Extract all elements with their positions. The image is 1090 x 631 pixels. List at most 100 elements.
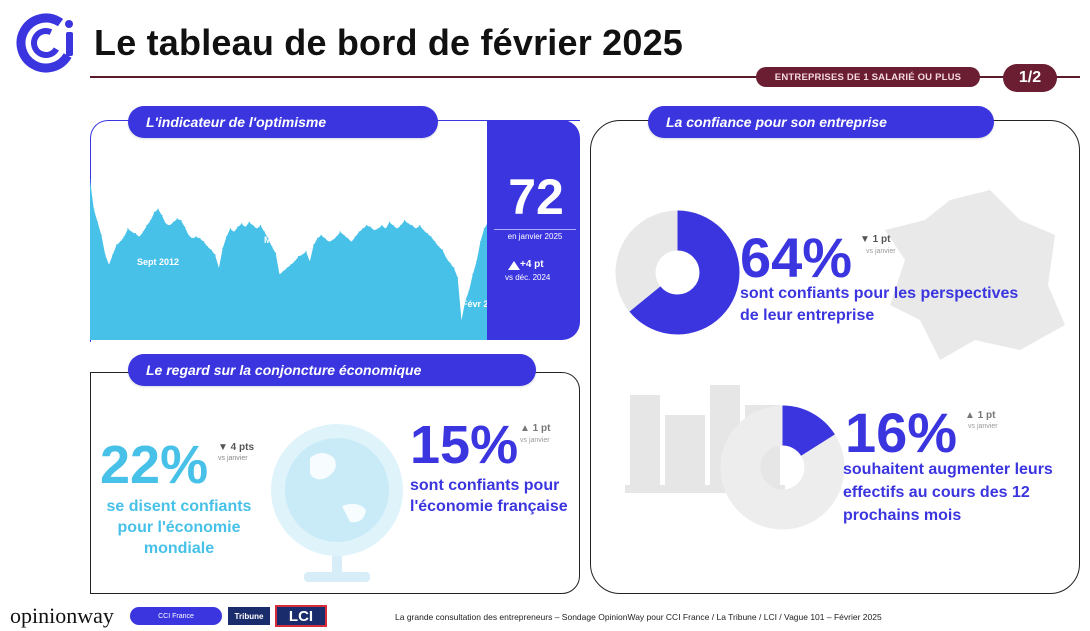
optimism-point	[320, 234, 322, 236]
optimism-point	[119, 241, 121, 243]
optimism-trend: +4 pt	[520, 259, 544, 270]
source-note: La grande consultation des entrepreneurs…	[395, 612, 882, 622]
optimism-point	[415, 228, 417, 230]
confidence-heading-pill: La confiance pour son entreprise	[648, 106, 994, 138]
optimism-point	[150, 219, 152, 222]
optimism-point	[350, 241, 353, 243]
cci-france-logo: CCI France	[130, 607, 222, 625]
optimism-point	[309, 260, 311, 263]
optimism-point	[199, 237, 201, 240]
optimism-point	[396, 228, 398, 230]
optimism-point	[369, 226, 372, 228]
optimism-point	[180, 219, 182, 222]
optimism-point	[252, 224, 254, 227]
optimism-point	[271, 246, 273, 248]
optimism-point	[176, 218, 178, 220]
optimism-point	[115, 244, 118, 246]
optimism-heading-pill: L'indicateur de l'optimisme	[128, 106, 438, 138]
optimism-point	[203, 241, 205, 243]
optimism-point	[434, 241, 436, 243]
optimism-point	[244, 226, 246, 228]
perspectives-delta: ▼ 1 pt	[860, 234, 891, 245]
optimism-point	[188, 234, 190, 236]
optimism-point	[191, 237, 193, 240]
world-confidence-delta-sub: vs janvier	[218, 455, 248, 462]
optimism-point	[263, 231, 265, 233]
perspectives-donut	[615, 210, 740, 335]
optimism-point	[419, 224, 421, 227]
optimism-point	[237, 226, 239, 228]
la-tribune-logo: Tribune	[228, 607, 270, 625]
optimism-point	[430, 236, 432, 238]
world-confidence-text: se disent confiants pour l'économie mond…	[106, 498, 252, 557]
optimism-point	[479, 241, 481, 243]
optimism-point	[218, 267, 220, 269]
optimism-point	[260, 224, 262, 227]
title-divider	[90, 76, 1080, 78]
optimism-point	[229, 228, 231, 230]
perspectives-donut-slice	[615, 210, 740, 335]
perspectives-delta-sub: vs janvier	[866, 248, 896, 255]
optimism-point	[301, 254, 303, 256]
optimism-point	[241, 223, 243, 225]
optimism-point	[267, 237, 269, 240]
optimism-point	[316, 237, 318, 240]
optimism-point	[256, 228, 258, 230]
optimism-point	[222, 247, 224, 249]
optimism-point	[282, 270, 284, 272]
optimism-point	[388, 221, 390, 223]
optimism-point	[445, 257, 447, 259]
optimism-point	[426, 233, 428, 235]
optimism-trend-sub: vs déc. 2024	[505, 273, 551, 282]
hiring-text: souhaitent augmenter leurs effectifs au …	[843, 461, 1053, 525]
optimism-point	[305, 251, 307, 253]
hiring-delta: ▲ 1 pt	[965, 410, 996, 421]
optimism-point	[457, 277, 459, 279]
optimism-point	[324, 237, 326, 240]
optimism-point	[373, 229, 375, 231]
world-confidence-value: 22%	[100, 435, 209, 495]
optimism-point	[366, 224, 368, 227]
optimism-point	[138, 236, 140, 238]
optimism-point	[248, 221, 250, 223]
optimism-point	[483, 228, 485, 230]
optimism-point	[313, 244, 315, 246]
optimism-point	[108, 264, 110, 266]
perspectives-text: sont confiants pour les perspectives de …	[740, 285, 1019, 325]
opinionway-logo: opinionway	[10, 603, 114, 628]
optimism-point	[411, 224, 413, 227]
optimism-point	[142, 231, 144, 233]
optimism-point	[290, 264, 292, 266]
chart-annotation-3: Févr 2020	[462, 299, 504, 309]
optimism-point	[195, 236, 197, 238]
optimism-point	[377, 228, 379, 230]
france-confidence-delta: ▲ 1 pt	[520, 423, 551, 434]
optimism-point	[210, 249, 212, 251]
optimism-date: en janvier 2025	[494, 229, 576, 241]
hiring-delta-sub: vs janvier	[968, 423, 998, 430]
optimism-point	[476, 260, 478, 263]
optimism-area-chart	[90, 179, 488, 340]
optimism-point	[184, 226, 186, 228]
optimism-value: 72	[508, 169, 564, 225]
optimism-point	[134, 233, 137, 235]
lci-logo: LCI	[275, 605, 327, 627]
optimism-point	[400, 224, 402, 227]
optimism-point	[381, 224, 383, 227]
optimism-point	[423, 229, 425, 231]
cci-logo	[14, 12, 84, 74]
page-number-badge: 1/2	[1003, 64, 1057, 92]
optimism-point	[206, 246, 209, 248]
optimism-point	[294, 260, 296, 263]
optimism-point	[354, 236, 356, 238]
optimism-point	[275, 252, 277, 254]
globe-icon	[271, 424, 403, 582]
perspectives-value: 64%	[740, 226, 853, 289]
conjuncture-heading-pill: Le regard sur la conjoncture économique	[128, 354, 536, 386]
scope-badge: ENTREPRISES DE 1 SALARIÉ OU PLUS	[756, 67, 980, 87]
optimism-point	[453, 267, 455, 269]
optimism-point	[172, 221, 174, 223]
france-confidence-text: sont confiants pour l'économie française	[410, 477, 568, 515]
world-confidence-delta: ▼ 4 pts	[218, 442, 255, 453]
hiring-donut	[720, 405, 845, 530]
